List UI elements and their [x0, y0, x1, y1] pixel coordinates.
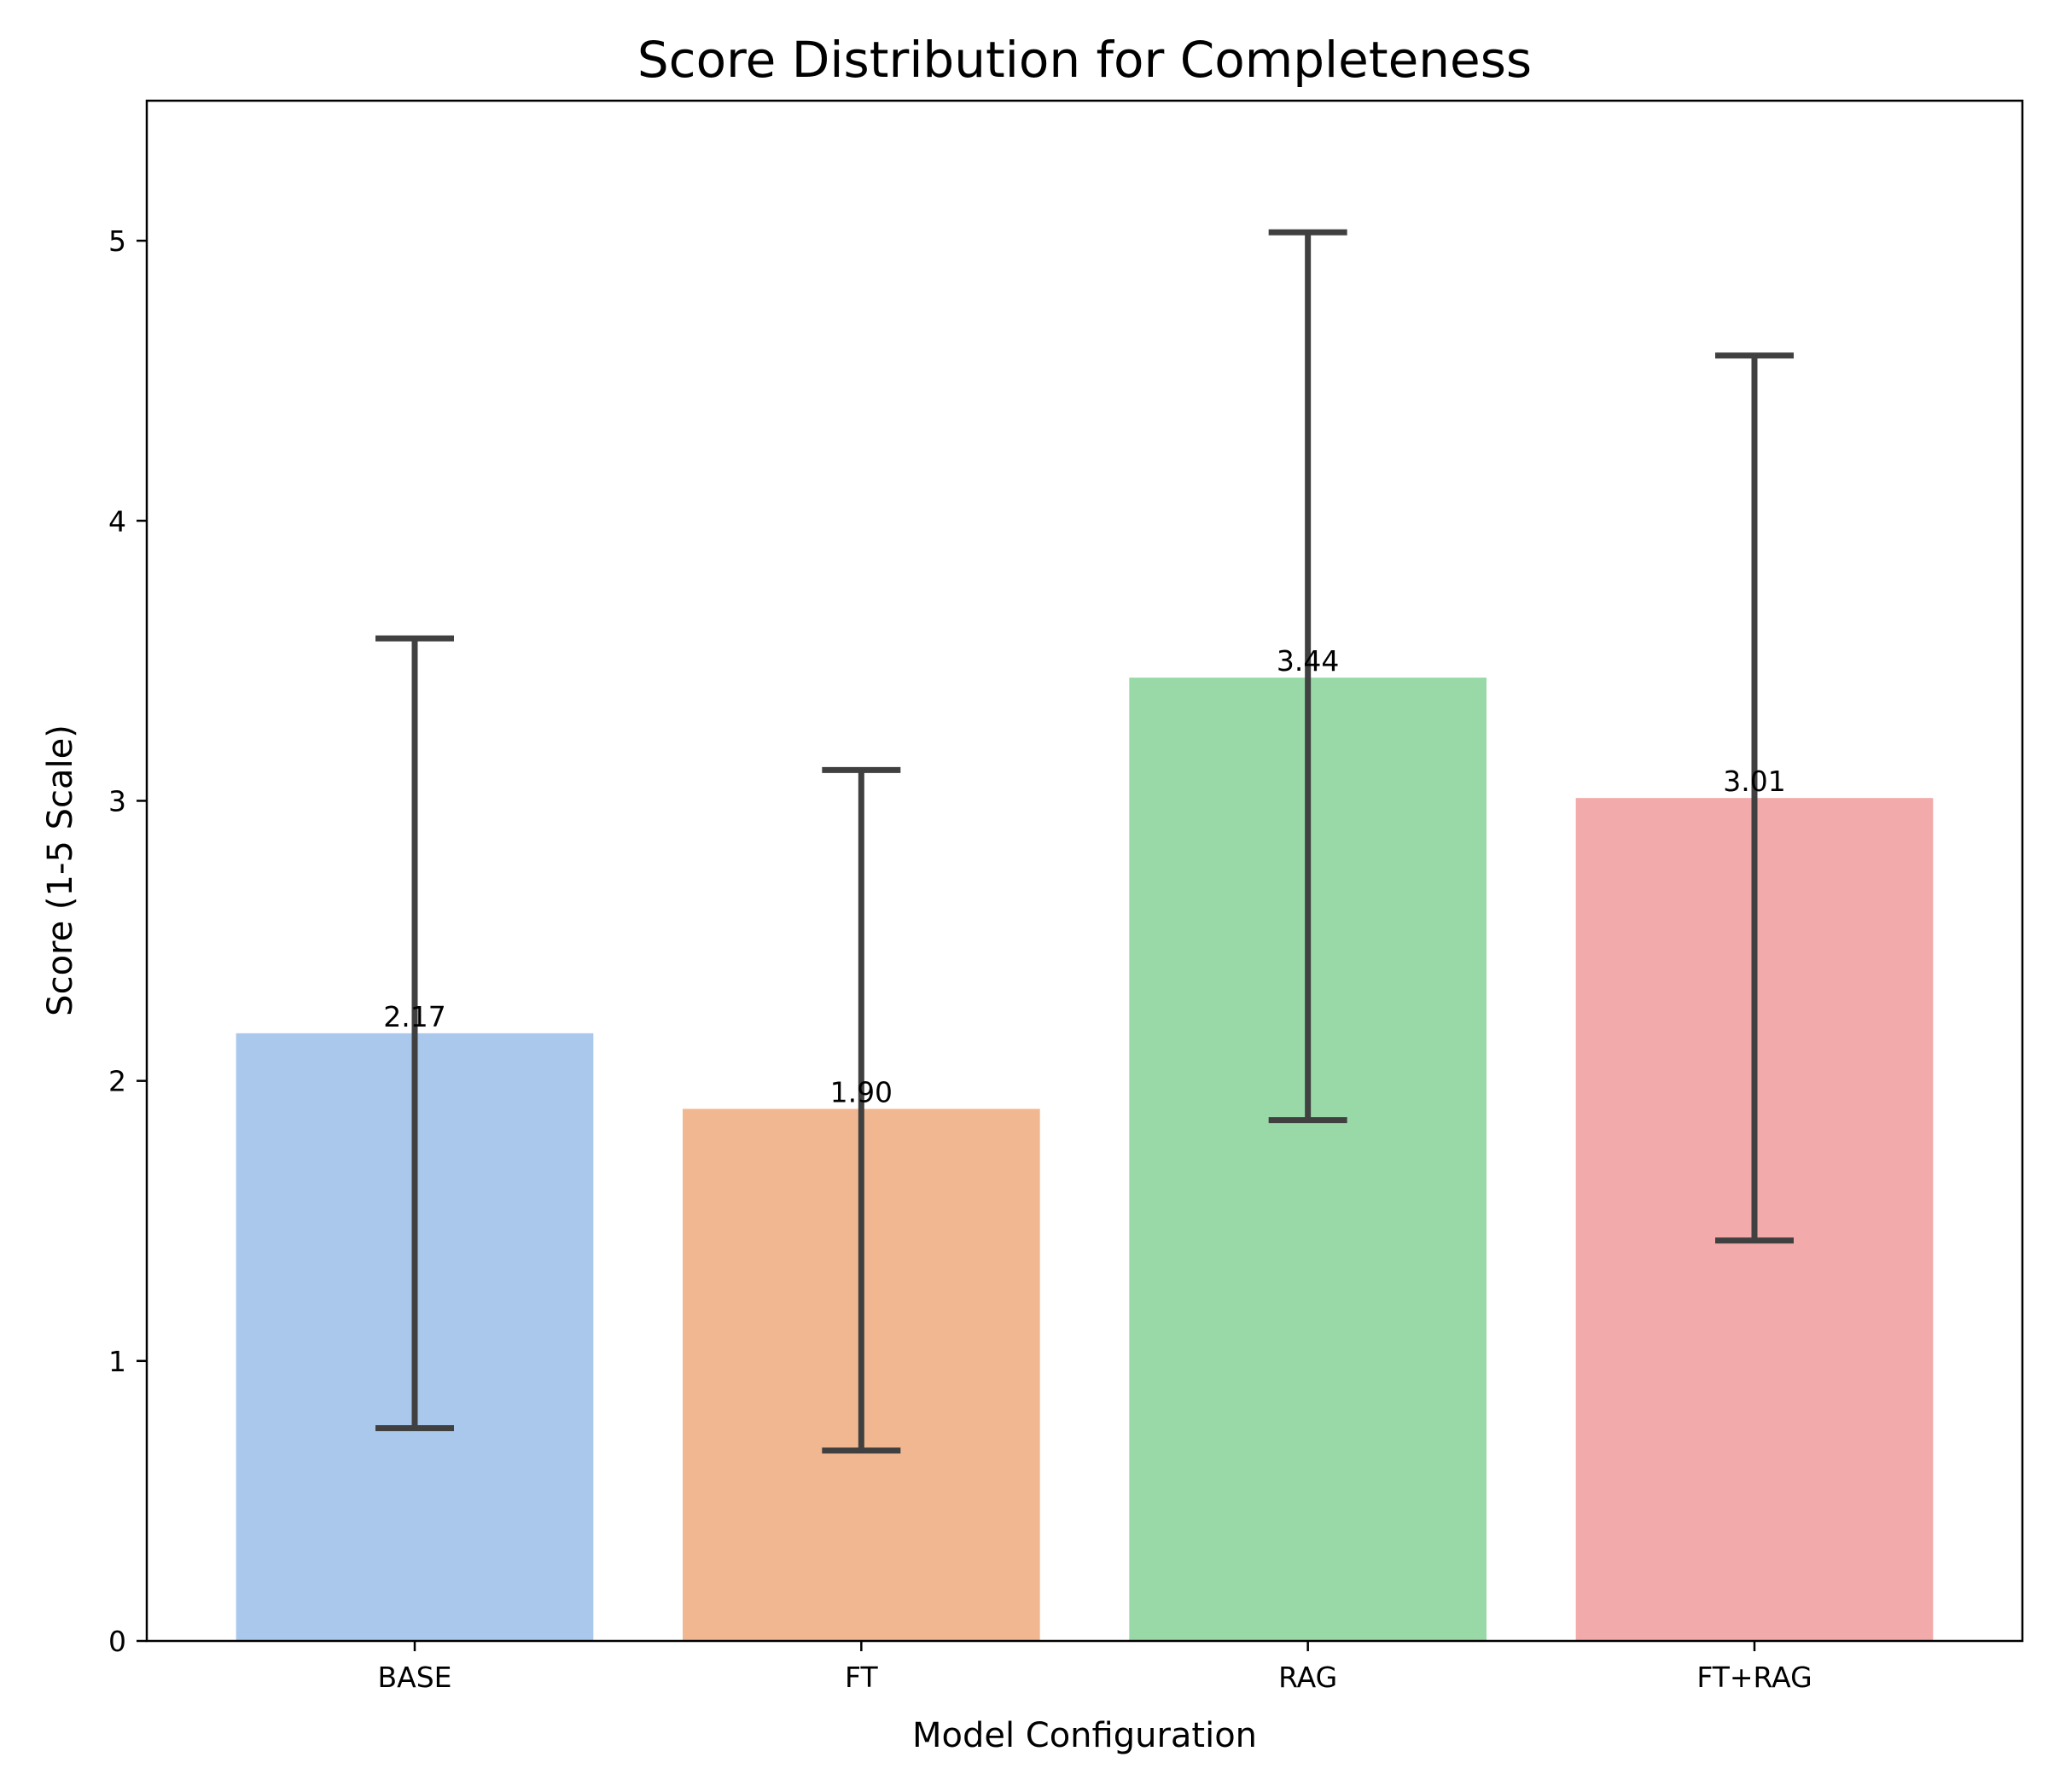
value-label-rag: 3.44: [1277, 644, 1339, 678]
plot-frame: [145, 99, 2024, 1643]
chart-title: Score Distribution for Completeness: [637, 31, 1532, 89]
value-labels: 2.17 1.90 3.44 3.01: [383, 644, 1785, 1108]
y-axis: 0 1 2 3 4 5: [108, 224, 147, 1658]
y-tick-label-0: 0: [108, 1625, 126, 1658]
value-label-base: 2.17: [383, 1000, 445, 1033]
x-tick-label-ft-rag: FT+RAG: [1696, 1661, 1812, 1694]
y-tick-label-4: 4: [108, 504, 126, 538]
x-axis-label: Model Configuration: [912, 1716, 1257, 1755]
y-tick-label-1: 1: [108, 1345, 126, 1378]
error-bar-rag: [1268, 229, 1347, 1124]
x-tick-label-base: BASE: [377, 1661, 451, 1694]
x-tick-label-rag: RAG: [1278, 1661, 1337, 1694]
error-bars: [375, 229, 1794, 1454]
plot-area: 2.17 1.90 3.44 3.01 0 1 2 3 4 5 BASE FT RAG FT+RAG: [108, 99, 2024, 1694]
y-tick-label-2: 2: [108, 1065, 126, 1098]
x-tick-label-ft: FT: [845, 1661, 878, 1694]
error-bar-base: [375, 635, 454, 1432]
y-tick-label-5: 5: [108, 224, 126, 258]
y-tick-label-3: 3: [108, 784, 126, 817]
y-axis-label: Score (1-5 Scale): [41, 724, 80, 1016]
value-label-ft-rag: 3.01: [1723, 765, 1785, 798]
x-axis: BASE FT RAG FT+RAG: [377, 1641, 1812, 1694]
bars: [236, 678, 1934, 1641]
value-label-ft: 1.90: [830, 1075, 893, 1108]
error-bar-ft-rag: [1715, 352, 1794, 1244]
error-bar-ft: [822, 766, 901, 1454]
